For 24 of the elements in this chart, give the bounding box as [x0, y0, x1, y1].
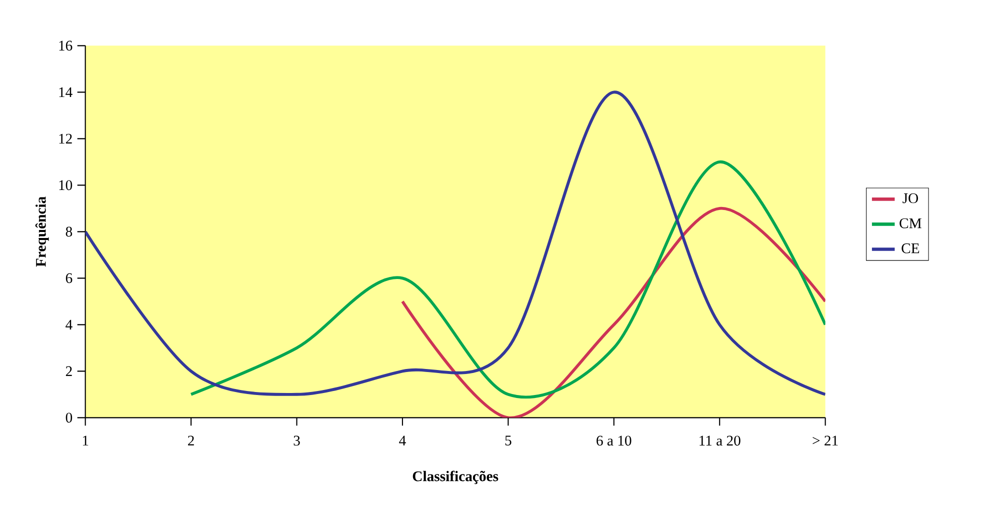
y-tick-label: 12: [59, 134, 72, 144]
y-axis-title: Frequência: [35, 196, 49, 267]
y-tick-label: 16: [59, 40, 72, 51]
y-tick-label: 2: [66, 366, 72, 376]
x-axis-title: Classificações: [412, 470, 498, 484]
line-series: [401, 206, 826, 418]
y-tick-label: 10: [59, 180, 72, 190]
x-tick-label: > 21: [812, 436, 838, 446]
legend-label: JO: [902, 193, 918, 204]
x-tick-label: 6 a 10: [596, 436, 632, 446]
x-tick-label: 2: [188, 436, 194, 446]
y-tick-label: 6: [66, 273, 72, 284]
y-tick-label: 0: [66, 412, 72, 423]
x-tick-label: 5: [505, 436, 512, 446]
y-tick-label: 4: [66, 320, 72, 330]
line-series: [85, 90, 826, 396]
legend-label: CE: [902, 243, 920, 254]
x-tick-label: 3: [294, 436, 300, 446]
y-tick-label: 8: [66, 226, 72, 237]
y-tick-label: 14: [59, 87, 72, 98]
x-tick-label: 11 a 20: [700, 436, 740, 446]
x-tick-label: 4: [399, 436, 406, 446]
legend-label: CM: [900, 218, 922, 228]
x-tick-label: 1: [82, 436, 88, 446]
